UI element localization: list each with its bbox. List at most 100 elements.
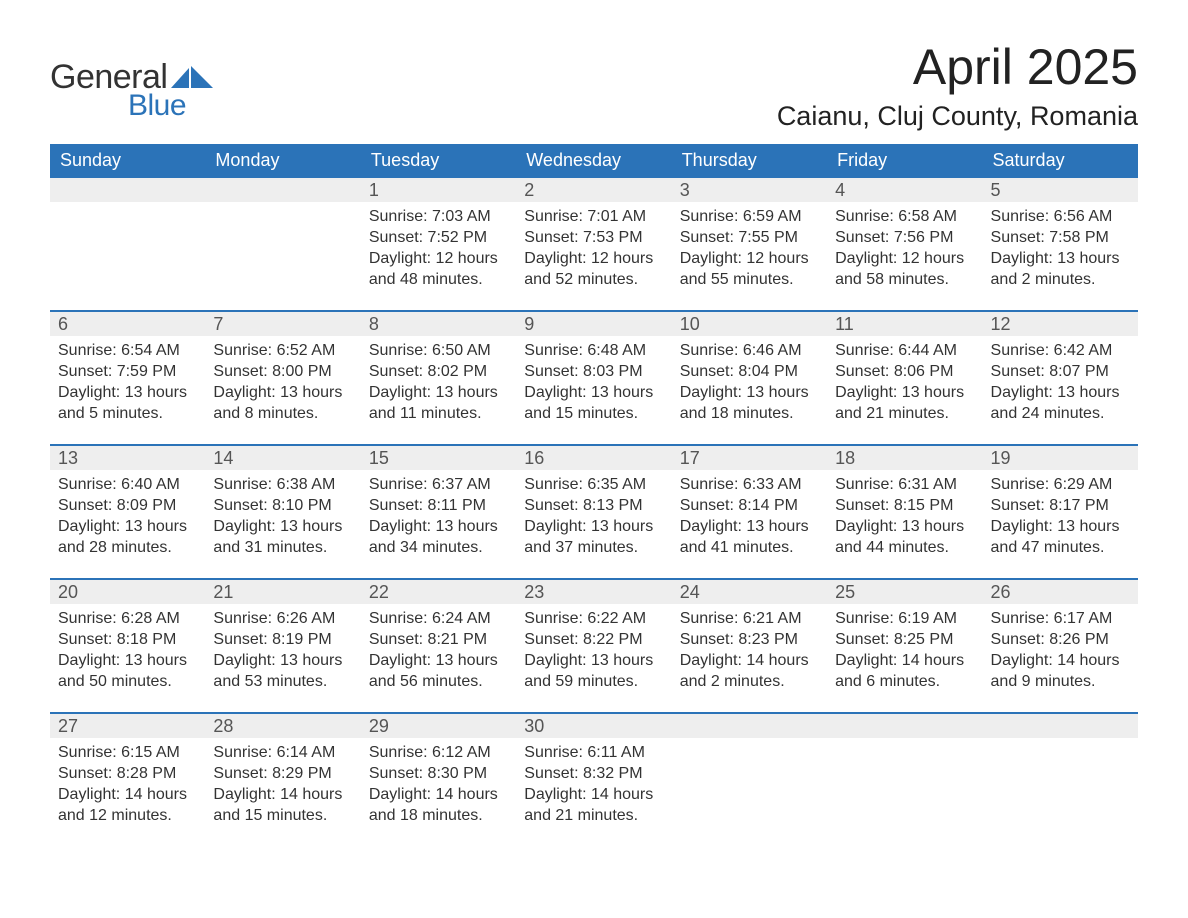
title-block: April 2025 Caianu, Cluj County, Romania — [777, 40, 1138, 132]
sunset-line: Sunset: 7:59 PM — [58, 361, 197, 382]
day-details: Sunrise: 6:48 AMSunset: 8:03 PMDaylight:… — [516, 336, 671, 428]
sunset-line: Sunset: 8:23 PM — [680, 629, 819, 650]
daylight-line: Daylight: 13 hours and 53 minutes. — [213, 650, 352, 692]
day-cell: 7Sunrise: 6:52 AMSunset: 8:00 PMDaylight… — [205, 312, 360, 444]
sunrise-line: Sunrise: 6:31 AM — [835, 474, 974, 495]
weeks-container: 1Sunrise: 7:03 AMSunset: 7:52 PMDaylight… — [50, 178, 1138, 846]
day-details: Sunrise: 6:33 AMSunset: 8:14 PMDaylight:… — [672, 470, 827, 562]
sunrise-line: Sunrise: 6:52 AM — [213, 340, 352, 361]
daylight-line: Daylight: 14 hours and 12 minutes. — [58, 784, 197, 826]
day-cell — [50, 178, 205, 310]
day-details: Sunrise: 6:42 AMSunset: 8:07 PMDaylight:… — [983, 336, 1138, 428]
day-cell: 3Sunrise: 6:59 AMSunset: 7:55 PMDaylight… — [672, 178, 827, 310]
brand-logo: General Blue — [50, 58, 213, 123]
day-details: Sunrise: 6:59 AMSunset: 7:55 PMDaylight:… — [672, 202, 827, 294]
daylight-line: Daylight: 12 hours and 58 minutes. — [835, 248, 974, 290]
day-cell — [827, 714, 982, 846]
day-cell: 4Sunrise: 6:58 AMSunset: 7:56 PMDaylight… — [827, 178, 982, 310]
day-cell: 27Sunrise: 6:15 AMSunset: 8:28 PMDayligh… — [50, 714, 205, 846]
daylight-line: Daylight: 13 hours and 56 minutes. — [369, 650, 508, 692]
day-number: 21 — [205, 580, 360, 604]
empty-day-bar — [672, 714, 827, 738]
day-cell: 30Sunrise: 6:11 AMSunset: 8:32 PMDayligh… — [516, 714, 671, 846]
daylight-line: Daylight: 13 hours and 31 minutes. — [213, 516, 352, 558]
sunset-line: Sunset: 7:55 PM — [680, 227, 819, 248]
day-of-week-header: Sunday Monday Tuesday Wednesday Thursday… — [50, 144, 1138, 178]
day-details: Sunrise: 6:44 AMSunset: 8:06 PMDaylight:… — [827, 336, 982, 428]
sunset-line: Sunset: 8:03 PM — [524, 361, 663, 382]
sunset-line: Sunset: 8:18 PM — [58, 629, 197, 650]
sunrise-line: Sunrise: 6:46 AM — [680, 340, 819, 361]
daylight-line: Daylight: 14 hours and 15 minutes. — [213, 784, 352, 826]
day-cell: 6Sunrise: 6:54 AMSunset: 7:59 PMDaylight… — [50, 312, 205, 444]
empty-day-bar — [205, 178, 360, 202]
sunrise-line: Sunrise: 6:11 AM — [524, 742, 663, 763]
daylight-line: Daylight: 12 hours and 55 minutes. — [680, 248, 819, 290]
daylight-line: Daylight: 13 hours and 5 minutes. — [58, 382, 197, 424]
sunset-line: Sunset: 7:58 PM — [991, 227, 1130, 248]
day-number: 4 — [827, 178, 982, 202]
sunrise-line: Sunrise: 6:37 AM — [369, 474, 508, 495]
brand-word2: Blue — [128, 89, 186, 123]
day-cell: 22Sunrise: 6:24 AMSunset: 8:21 PMDayligh… — [361, 580, 516, 712]
day-number: 3 — [672, 178, 827, 202]
daylight-line: Daylight: 13 hours and 8 minutes. — [213, 382, 352, 424]
sunset-line: Sunset: 7:56 PM — [835, 227, 974, 248]
day-details: Sunrise: 6:15 AMSunset: 8:28 PMDaylight:… — [50, 738, 205, 830]
sunset-line: Sunset: 8:26 PM — [991, 629, 1130, 650]
day-details: Sunrise: 7:03 AMSunset: 7:52 PMDaylight:… — [361, 202, 516, 294]
daylight-line: Daylight: 14 hours and 21 minutes. — [524, 784, 663, 826]
day-cell: 9Sunrise: 6:48 AMSunset: 8:03 PMDaylight… — [516, 312, 671, 444]
day-number: 9 — [516, 312, 671, 336]
empty-day-bar — [983, 714, 1138, 738]
daylight-line: Daylight: 13 hours and 44 minutes. — [835, 516, 974, 558]
day-details: Sunrise: 6:11 AMSunset: 8:32 PMDaylight:… — [516, 738, 671, 830]
day-details: Sunrise: 6:22 AMSunset: 8:22 PMDaylight:… — [516, 604, 671, 696]
day-cell: 5Sunrise: 6:56 AMSunset: 7:58 PMDaylight… — [983, 178, 1138, 310]
day-details: Sunrise: 6:35 AMSunset: 8:13 PMDaylight:… — [516, 470, 671, 562]
dow-tuesday: Tuesday — [361, 144, 516, 178]
day-cell: 28Sunrise: 6:14 AMSunset: 8:29 PMDayligh… — [205, 714, 360, 846]
day-details: Sunrise: 6:12 AMSunset: 8:30 PMDaylight:… — [361, 738, 516, 830]
sunrise-line: Sunrise: 6:21 AM — [680, 608, 819, 629]
week-row: 27Sunrise: 6:15 AMSunset: 8:28 PMDayligh… — [50, 712, 1138, 846]
day-number: 8 — [361, 312, 516, 336]
day-details: Sunrise: 6:21 AMSunset: 8:23 PMDaylight:… — [672, 604, 827, 696]
day-number: 11 — [827, 312, 982, 336]
daylight-line: Daylight: 13 hours and 34 minutes. — [369, 516, 508, 558]
day-number: 7 — [205, 312, 360, 336]
sunrise-line: Sunrise: 6:22 AM — [524, 608, 663, 629]
sunset-line: Sunset: 8:15 PM — [835, 495, 974, 516]
day-cell: 21Sunrise: 6:26 AMSunset: 8:19 PMDayligh… — [205, 580, 360, 712]
day-details: Sunrise: 6:40 AMSunset: 8:09 PMDaylight:… — [50, 470, 205, 562]
day-details: Sunrise: 6:56 AMSunset: 7:58 PMDaylight:… — [983, 202, 1138, 294]
daylight-line: Daylight: 13 hours and 2 minutes. — [991, 248, 1130, 290]
day-details: Sunrise: 6:17 AMSunset: 8:26 PMDaylight:… — [983, 604, 1138, 696]
sunrise-line: Sunrise: 6:14 AM — [213, 742, 352, 763]
daylight-line: Daylight: 13 hours and 21 minutes. — [835, 382, 974, 424]
sunset-line: Sunset: 8:28 PM — [58, 763, 197, 784]
day-number: 12 — [983, 312, 1138, 336]
day-number: 15 — [361, 446, 516, 470]
sunrise-line: Sunrise: 6:40 AM — [58, 474, 197, 495]
day-number: 22 — [361, 580, 516, 604]
day-number: 26 — [983, 580, 1138, 604]
day-details: Sunrise: 6:54 AMSunset: 7:59 PMDaylight:… — [50, 336, 205, 428]
sunset-line: Sunset: 8:32 PM — [524, 763, 663, 784]
day-cell: 2Sunrise: 7:01 AMSunset: 7:53 PMDaylight… — [516, 178, 671, 310]
sunset-line: Sunset: 8:10 PM — [213, 495, 352, 516]
day-number: 5 — [983, 178, 1138, 202]
sunrise-line: Sunrise: 6:35 AM — [524, 474, 663, 495]
sunset-line: Sunset: 8:25 PM — [835, 629, 974, 650]
day-cell: 18Sunrise: 6:31 AMSunset: 8:15 PMDayligh… — [827, 446, 982, 578]
day-details: Sunrise: 6:29 AMSunset: 8:17 PMDaylight:… — [983, 470, 1138, 562]
day-details: Sunrise: 6:28 AMSunset: 8:18 PMDaylight:… — [50, 604, 205, 696]
day-number: 27 — [50, 714, 205, 738]
sunrise-line: Sunrise: 6:19 AM — [835, 608, 974, 629]
sunset-line: Sunset: 7:52 PM — [369, 227, 508, 248]
day-details: Sunrise: 6:46 AMSunset: 8:04 PMDaylight:… — [672, 336, 827, 428]
calendar-grid: Sunday Monday Tuesday Wednesday Thursday… — [50, 144, 1138, 846]
day-cell — [983, 714, 1138, 846]
week-row: 20Sunrise: 6:28 AMSunset: 8:18 PMDayligh… — [50, 578, 1138, 712]
location-subtitle: Caianu, Cluj County, Romania — [777, 101, 1138, 132]
